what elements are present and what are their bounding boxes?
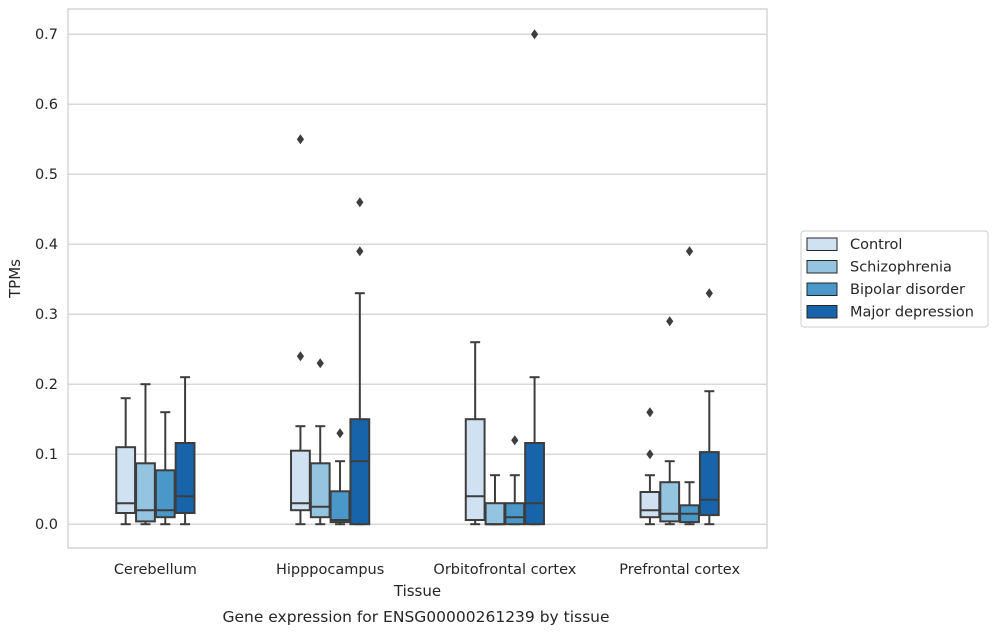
- outlier-point: [356, 197, 364, 208]
- y-tick-label: 0.5: [35, 167, 58, 183]
- outlier-point: [316, 358, 324, 369]
- x-tick-label: Prefrontal cortex: [619, 562, 740, 578]
- y-tick-label: 0.2: [35, 377, 58, 393]
- legend-swatch: [806, 237, 838, 251]
- box-schizophrenia: [484, 474, 506, 526]
- box-schizophrenia: [135, 383, 156, 526]
- outlier-point: [666, 316, 674, 327]
- box-iqr: [135, 462, 156, 523]
- box-major-depression: [698, 288, 720, 526]
- box-schizophrenia: [309, 358, 331, 526]
- legend-label: Bipolar disorder: [850, 282, 965, 298]
- plot-area: [115, 29, 720, 526]
- outlier-point: [356, 246, 364, 257]
- x-axis-ticks: Cerebellum Hipppocampus Orbitofrontal cort…: [114, 562, 741, 578]
- box-iqr: [290, 449, 311, 512]
- box-major-depression: [174, 376, 196, 526]
- legend: Control Schizophrenia Bipolar disorder Majo…: [800, 230, 989, 328]
- outlier-point: [296, 134, 305, 145]
- x-tick-label: Orbitofrontal cortex: [433, 562, 576, 578]
- y-tick-label: 0.1: [35, 447, 58, 463]
- box-iqr: [329, 490, 351, 524]
- box-bipolar-disorder: [504, 435, 526, 526]
- chart-caption: Gene expression for ENSG00000261239 by t…: [222, 608, 609, 626]
- box-control: [290, 134, 311, 526]
- box-iqr: [174, 442, 196, 514]
- box-iqr: [698, 451, 720, 517]
- legend-label: Schizophrenia: [850, 260, 952, 276]
- outlier-point: [646, 449, 654, 460]
- y-tick-label: 0.6: [35, 97, 58, 113]
- y-tick-label: 0.4: [35, 237, 58, 253]
- box-iqr: [659, 481, 681, 523]
- box-schizophrenia: [659, 316, 681, 526]
- x-tick-label: Cerebellum: [114, 562, 197, 578]
- box-major-depression: [349, 197, 371, 526]
- legend-label: Control: [850, 237, 902, 253]
- y-axis-ticks: 0.0 0.1 0.2 0.3 0.4 0.5 0.6 0.7: [35, 27, 58, 533]
- outlier-point: [530, 29, 539, 40]
- legend-label: Major depression: [850, 305, 974, 321]
- x-tick-label: Hipppocampus: [276, 562, 384, 578]
- gridlines: [68, 33, 767, 525]
- box-control: [639, 407, 661, 526]
- box-bipolar-disorder: [679, 246, 700, 526]
- y-axis-label: TPMs: [6, 259, 24, 299]
- box-bipolar-disorder: [329, 428, 351, 526]
- box-major-depression: [524, 29, 545, 526]
- outlier-point: [296, 351, 305, 362]
- box-iqr: [524, 442, 545, 526]
- y-tick-label: 0.0: [35, 517, 58, 533]
- box-bipolar-disorder: [154, 411, 176, 526]
- y-tick-label: 0.7: [35, 27, 58, 43]
- outlier-point: [685, 246, 694, 257]
- box-control: [464, 341, 486, 526]
- box-iqr: [309, 462, 331, 519]
- outlier-point: [646, 407, 654, 418]
- legend-frame: [800, 230, 989, 328]
- y-tick-label: 0.3: [35, 307, 58, 323]
- box-control: [115, 397, 137, 526]
- box-iqr: [349, 418, 371, 526]
- outlier-point: [336, 428, 344, 439]
- plot-frame: [67, 8, 768, 549]
- box-iqr: [504, 502, 526, 526]
- outlier-point: [511, 435, 519, 446]
- box-iqr: [484, 502, 506, 526]
- legend-swatch: [806, 305, 838, 319]
- box-iqr: [464, 418, 486, 522]
- legend-swatch: [806, 282, 838, 296]
- box-iqr: [639, 491, 661, 519]
- legend-swatch: [806, 260, 838, 274]
- x-axis-label: Tissue: [393, 582, 441, 600]
- outlier-point: [705, 288, 713, 299]
